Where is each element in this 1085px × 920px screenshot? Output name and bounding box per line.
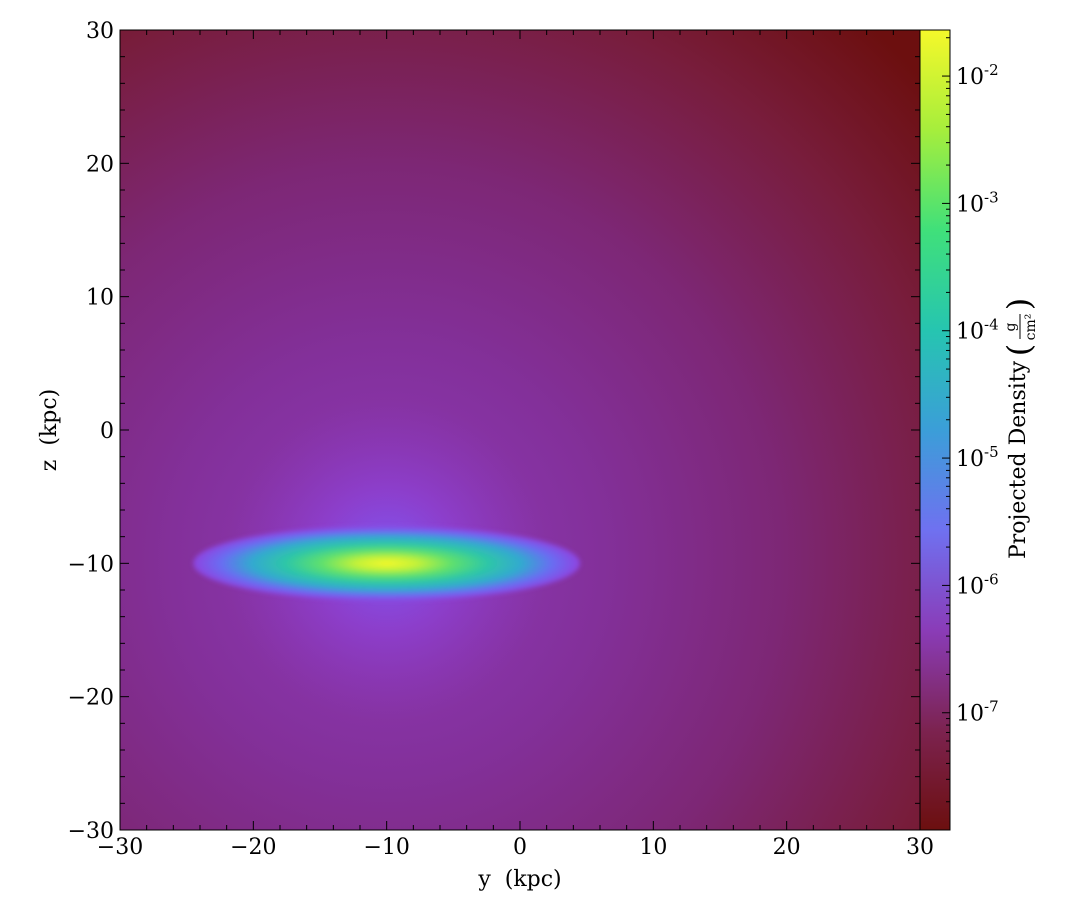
colorbar-tick-labels: 10-7 10-6 10-5 10-4 10-3 10-2 — [956, 61, 999, 727]
galactic-disk — [193, 526, 581, 601]
colorbar-tick-label: 10-3 — [956, 188, 999, 217]
colorbar-label: Projected Density ( g cm² ) — [1000, 298, 1039, 559]
colorbar — [919, 29, 951, 831]
y-axis-label: z (kpc) — [37, 389, 62, 471]
axis-ticks — [119, 29, 921, 831]
colorbar-unit-numerator: g — [1003, 322, 1019, 331]
colorbar-tick-label: 10-7 — [956, 698, 999, 727]
x-tick-label: −30 — [97, 835, 143, 860]
y-tick-label: −20 — [68, 686, 114, 711]
colorbar-unit-paren-open: ( — [1000, 344, 1038, 356]
y-tick-label: 20 — [86, 152, 114, 177]
colorbar-tick-label: 10-5 — [956, 443, 999, 472]
colorbar-unit-paren-close: ) — [1000, 298, 1038, 310]
y-tick-label: −10 — [68, 552, 114, 577]
y-tick-label: −30 — [68, 819, 114, 844]
colorbar-tick-label: 10-2 — [956, 61, 999, 90]
halo-core-glow — [120, 30, 920, 830]
y-tick-label: 0 — [100, 419, 114, 444]
x-tick-label: 0 — [513, 835, 527, 860]
x-tick-labels: −30 −20 −10 0 10 20 30 — [97, 835, 934, 860]
x-tick-label: 10 — [639, 835, 667, 860]
colorbar-tick-label: 10-6 — [956, 570, 999, 599]
colorbar-tick-label: 10-4 — [956, 316, 999, 345]
y-tick-label: 10 — [86, 286, 114, 311]
colorbar-ticks — [942, 37, 950, 803]
x-tick-label: 30 — [906, 835, 934, 860]
y-tick-label: 30 — [86, 19, 114, 44]
x-tick-label: −10 — [363, 835, 409, 860]
x-axis-label: y (kpc) — [477, 867, 561, 892]
colorbar-unit-denominator: cm² — [1023, 314, 1039, 341]
density-map — [120, 30, 920, 830]
y-tick-labels: −30 −20 −10 0 10 20 30 — [68, 19, 114, 844]
x-tick-label: −20 — [230, 835, 276, 860]
colorbar-label-text: Projected Density — [1006, 360, 1031, 559]
x-tick-label: 20 — [773, 835, 801, 860]
